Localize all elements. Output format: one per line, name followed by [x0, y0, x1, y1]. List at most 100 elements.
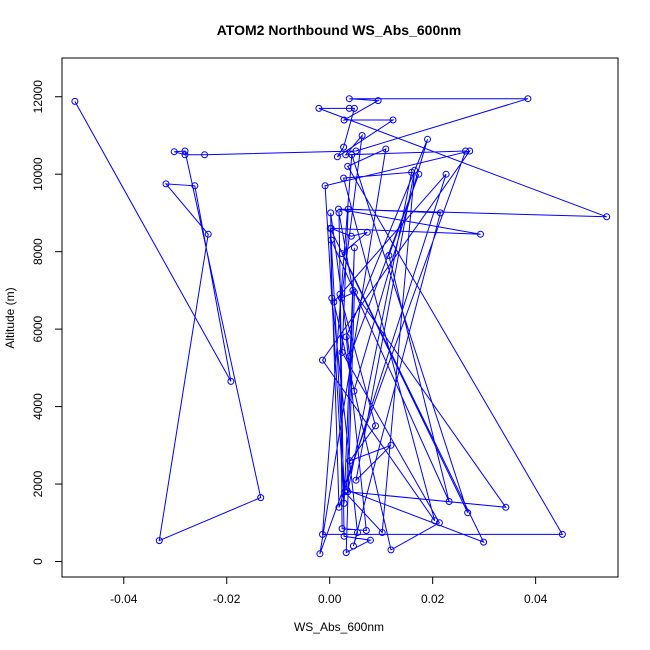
data-point — [346, 457, 354, 465]
data-point — [345, 95, 353, 103]
x-axis-label: WS_Abs_600nm — [294, 620, 384, 634]
data-point — [341, 488, 349, 496]
data-point — [338, 525, 346, 533]
data-point — [330, 298, 338, 306]
data-point — [387, 441, 395, 449]
data-point — [315, 104, 323, 112]
data-point — [350, 104, 358, 112]
data-point — [350, 387, 358, 395]
data-point — [342, 151, 350, 159]
data-point — [342, 333, 350, 341]
data-point — [347, 232, 355, 240]
y-tick-label: 0 — [31, 558, 45, 565]
data-point — [378, 529, 386, 536]
y-axis: 0 2000 4000 6000 8000 10000 12000 — [31, 80, 63, 565]
y-tick-label: 2000 — [31, 470, 45, 497]
x-tick-label: 0.04 — [524, 592, 548, 606]
series-points — [71, 95, 611, 558]
data-point — [319, 530, 326, 538]
data-point — [349, 542, 357, 550]
data-point — [327, 236, 335, 244]
data-point — [354, 529, 361, 536]
data-point — [345, 104, 353, 112]
data-point — [191, 182, 199, 190]
data-point — [466, 147, 474, 155]
x-tick-label: -0.02 — [213, 592, 241, 606]
data-point — [71, 97, 79, 105]
data-point — [321, 182, 329, 190]
data-point — [558, 530, 566, 538]
data-point — [333, 153, 341, 161]
data-point — [480, 538, 488, 546]
chart-title: ATOM2 Northbound WS_Abs_600nm — [217, 22, 462, 38]
data-point — [340, 532, 348, 540]
y-tick-label: 4000 — [31, 393, 45, 420]
data-point — [338, 250, 346, 258]
data-point — [477, 230, 484, 238]
x-tick-label: 0.00 — [318, 592, 342, 606]
data-point — [340, 116, 348, 124]
data-point — [338, 294, 345, 302]
data-point — [435, 519, 443, 527]
data-point — [350, 288, 358, 296]
data-point — [424, 135, 431, 143]
y-tick-label: 6000 — [31, 315, 45, 342]
data-point — [385, 252, 393, 259]
data-point — [319, 356, 326, 364]
data-point — [352, 147, 360, 155]
data-point — [336, 290, 344, 298]
data-point — [363, 228, 371, 236]
data-point — [344, 205, 352, 213]
data-point — [462, 147, 470, 155]
data-point — [431, 517, 439, 525]
y-tick-label: 10000 — [31, 157, 45, 191]
data-point — [328, 294, 336, 302]
data-point — [204, 230, 212, 238]
data-point — [346, 352, 354, 360]
data-point — [201, 151, 209, 159]
data-point — [464, 509, 472, 517]
data-point — [389, 116, 397, 124]
data-point — [338, 348, 346, 356]
data-point — [349, 286, 357, 294]
series-polyline — [74, 98, 607, 554]
data-point — [411, 166, 419, 174]
y-tick-label: 12000 — [31, 80, 45, 114]
data-point — [181, 151, 189, 159]
data-point — [327, 209, 335, 217]
y-axis-label: Altitude (m) — [3, 287, 17, 348]
data-point — [170, 148, 178, 156]
x-tick-label: 0.02 — [421, 592, 445, 606]
data-point — [502, 503, 510, 511]
y-tick-label: 8000 — [31, 238, 45, 265]
data-point — [340, 499, 348, 507]
data-point — [326, 224, 334, 232]
data-point — [257, 494, 265, 502]
data-point — [162, 180, 170, 188]
data-point — [335, 209, 343, 217]
x-tick-label: -0.04 — [110, 592, 138, 606]
data-point — [343, 486, 351, 494]
data-point — [342, 549, 350, 557]
data-point — [352, 476, 360, 484]
data-point — [335, 503, 343, 511]
data-point — [340, 143, 348, 151]
data-point — [382, 145, 390, 153]
data-point — [436, 209, 444, 217]
data-point — [372, 422, 379, 430]
series-line — [74, 98, 607, 554]
data-point — [524, 95, 532, 103]
data-point — [155, 537, 163, 545]
data-point — [442, 170, 450, 178]
data-point — [603, 213, 611, 221]
data-point — [362, 527, 370, 534]
data-point — [445, 498, 453, 505]
data-point — [181, 147, 189, 155]
data-point — [374, 97, 382, 105]
data-point — [340, 174, 348, 182]
data-point — [415, 170, 423, 178]
data-point — [350, 244, 358, 252]
data-point — [335, 205, 342, 213]
data-point — [358, 132, 366, 139]
